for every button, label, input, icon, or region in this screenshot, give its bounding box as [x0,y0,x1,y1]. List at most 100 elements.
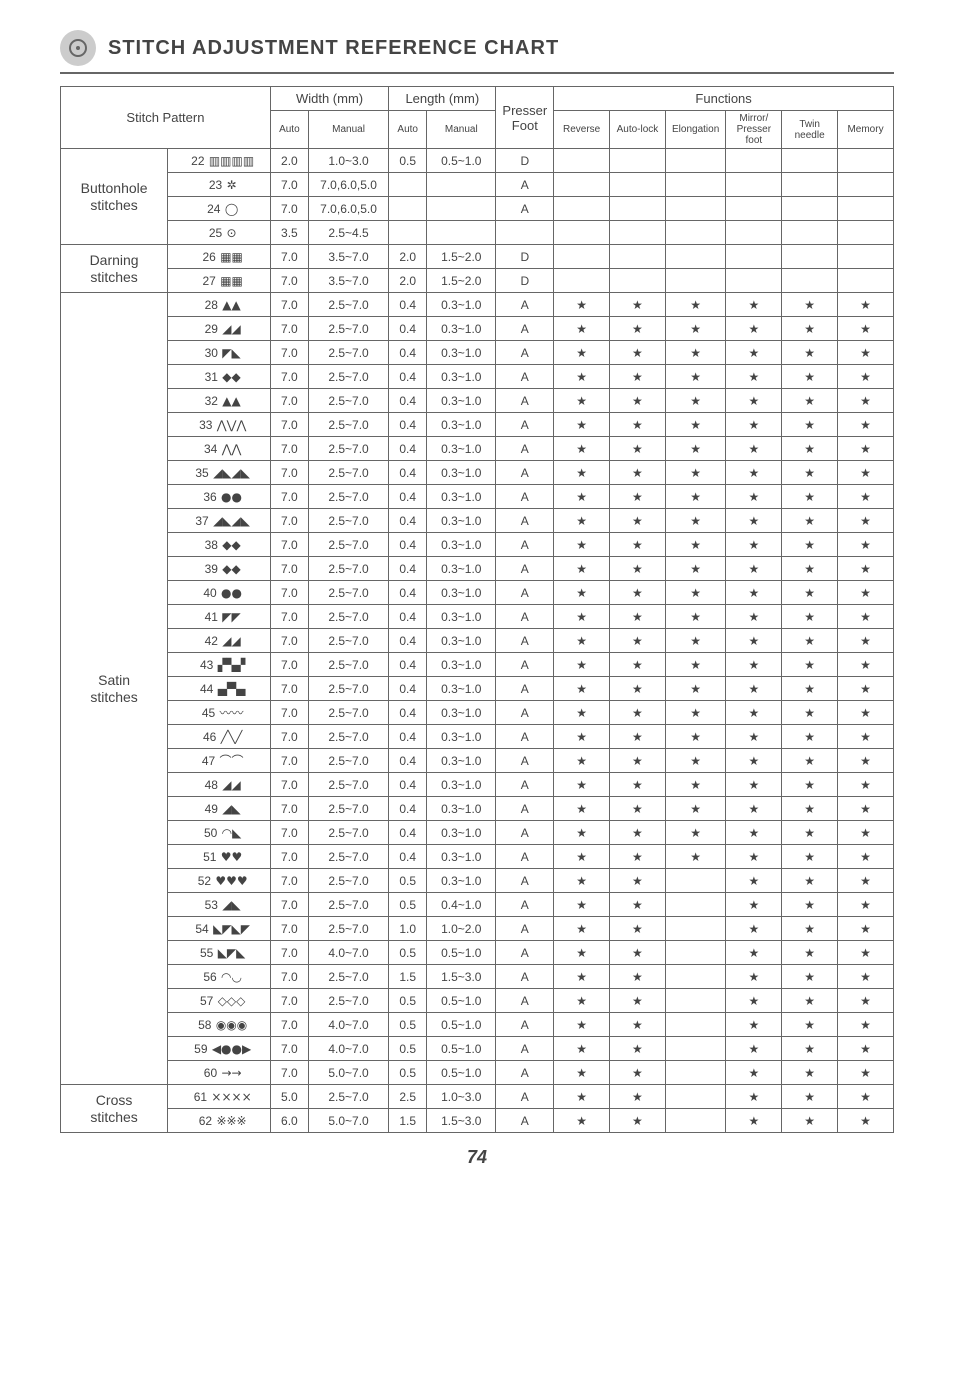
function-cell: ★ [665,605,726,629]
function-cell: ★ [782,821,838,845]
length-manual: 0.3~1.0 [427,845,496,869]
function-cell: ★ [782,341,838,365]
function-cell: ★ [665,533,726,557]
presser-foot: A [496,797,554,821]
presser-foot: A [496,389,554,413]
table-row: Crossstitches61××××5.02.5~7.02.51.0~3.0A… [61,1085,894,1109]
table-row: 56◠◡7.02.5~7.01.51.5~3.0A★★★★★ [61,965,894,989]
length-auto: 1.5 [389,965,427,989]
length-manual: 1.0~3.0 [427,1085,496,1109]
function-cell: ★ [838,341,894,365]
length-manual [427,197,496,221]
function-cell [726,173,782,197]
pattern-glyph-icon: ◤◣ [222,346,240,360]
function-cell: ★ [782,869,838,893]
length-manual: 0.3~1.0 [427,821,496,845]
function-cell [665,1013,726,1037]
pattern-number: 31 [200,370,222,384]
table-row: 41◤◤7.02.5~7.00.40.3~1.0A★★★★★★ [61,605,894,629]
length-manual: 0.3~1.0 [427,749,496,773]
length-auto: 0.4 [389,461,427,485]
function-cell: ★ [665,821,726,845]
function-cell: ★ [665,773,726,797]
width-auto: 7.0 [270,317,308,341]
table-row: 23✲7.07.0,6.0,5.0A [61,173,894,197]
presser-foot: A [496,1013,554,1037]
function-cell: ★ [838,797,894,821]
length-manual: 0.3~1.0 [427,461,496,485]
length-manual: 0.3~1.0 [427,437,496,461]
function-cell: ★ [554,365,610,389]
table-row: Buttonholestitches22▥▥▥▥2.01.0~3.00.50.5… [61,149,894,173]
pattern-number: 27 [198,274,220,288]
function-cell: ★ [610,965,666,989]
pattern-cell: 56◠◡ [168,965,271,989]
presser-foot: A [496,581,554,605]
length-auto: 0.4 [389,413,427,437]
pattern-cell: 62※※※ [168,1109,271,1133]
function-cell: ★ [554,1013,610,1037]
function-cell: ★ [554,293,610,317]
presser-foot: A [496,845,554,869]
pattern-glyph-icon: ◢◢ [222,778,240,792]
group-label-bottom: stitches [64,269,164,286]
length-auto: 1.5 [389,1109,427,1133]
width-manual: 2.5~7.0 [308,989,388,1013]
width-manual: 2.5~7.0 [308,461,388,485]
function-cell: ★ [554,437,610,461]
function-cell: ★ [838,413,894,437]
pattern-glyph-icon: ▦▦ [220,274,243,288]
function-cell: ★ [838,749,894,773]
function-cell: ★ [782,1109,838,1133]
function-cell: ★ [782,293,838,317]
length-auto: 0.4 [389,629,427,653]
pattern-number: 36 [199,490,221,504]
function-cell [665,869,726,893]
function-cell [665,893,726,917]
function-cell [838,149,894,173]
function-cell: ★ [782,389,838,413]
pattern-number: 26 [198,250,220,264]
function-cell: ★ [554,1109,610,1133]
function-cell: ★ [782,365,838,389]
table-row: 49◢◣7.02.5~7.00.40.3~1.0A★★★★★★ [61,797,894,821]
function-cell: ★ [782,845,838,869]
pattern-glyph-icon: ▄▀▄ [218,682,246,696]
pattern-glyph-icon: ▲▲ [222,394,240,408]
length-manual: 1.5~3.0 [427,1109,496,1133]
table-row: 57◇◇◇7.02.5~7.00.50.5~1.0A★★★★★ [61,989,894,1013]
table-row: 50◠◣7.02.5~7.00.40.3~1.0A★★★★★★ [61,821,894,845]
pattern-glyph-icon: ╱╲╱ [221,730,243,744]
width-manual: 2.5~7.0 [308,581,388,605]
function-cell: ★ [726,821,782,845]
function-cell: ★ [610,1109,666,1133]
function-cell: ★ [838,485,894,509]
table-row: 31◆◆7.02.5~7.00.40.3~1.0A★★★★★★ [61,365,894,389]
hdr-length-manual: Manual [427,111,496,149]
function-cell: ★ [610,1037,666,1061]
width-manual: 2.5~7.0 [308,893,388,917]
length-manual: 0.3~1.0 [427,725,496,749]
function-cell: ★ [554,773,610,797]
pattern-cell: 35◢◣◢◣ [168,461,271,485]
table-row: 36●●7.02.5~7.00.40.3~1.0A★★★★★★ [61,485,894,509]
pattern-glyph-icon: ✲ [227,178,237,192]
function-cell: ★ [726,941,782,965]
presser-foot: A [496,917,554,941]
presser-foot: A [496,725,554,749]
width-auto: 7.0 [270,389,308,413]
presser-foot: A [496,533,554,557]
length-auto: 0.5 [389,149,427,173]
function-cell: ★ [838,317,894,341]
width-auto: 7.0 [270,965,308,989]
pattern-number: 49 [200,802,222,816]
function-cell: ★ [610,413,666,437]
pattern-glyph-icon: ◢◣◢◣ [213,466,250,480]
function-cell: ★ [838,509,894,533]
length-auto: 0.5 [389,1013,427,1037]
width-manual: 3.5~7.0 [308,269,388,293]
header-icon [60,30,96,66]
pattern-number: 32 [200,394,222,408]
table-row: 47⌒⌒7.02.5~7.00.40.3~1.0A★★★★★★ [61,749,894,773]
function-cell: ★ [665,581,726,605]
